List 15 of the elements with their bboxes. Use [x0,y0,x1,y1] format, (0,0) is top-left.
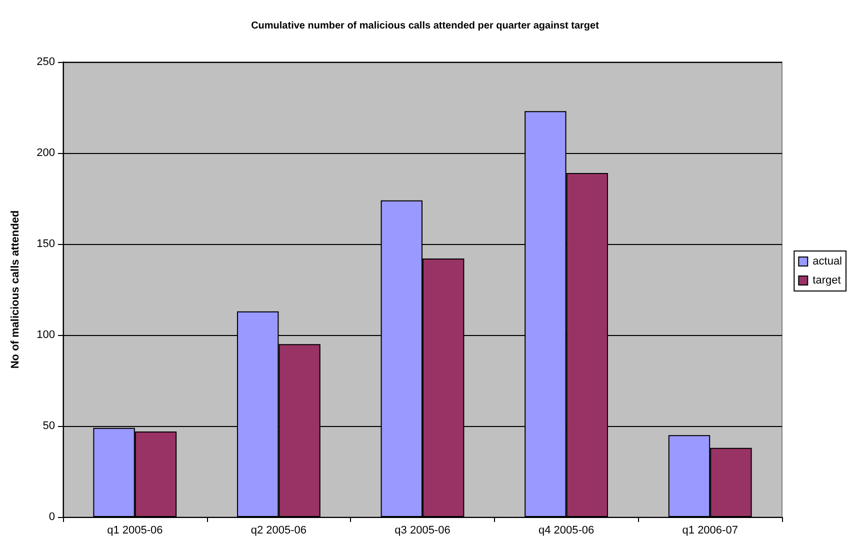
x-tick-label: q3 2005-06 [394,524,450,536]
y-tick-label: 100 [36,329,55,341]
legend-label: actual [812,256,842,268]
legend-label: target [812,274,841,286]
y-axis-title: No of malicious calls attended [10,210,22,369]
x-tick-label: q4 2005-06 [538,524,594,536]
x-tick-label: q1 2006-07 [682,524,738,536]
x-tick-label: q1 2005-06 [107,524,163,536]
y-tick-label: 50 [42,420,55,432]
y-tick-label: 250 [36,56,55,68]
y-tick-label: 0 [48,511,55,523]
y-tick-label: 150 [36,238,55,250]
chart-title: Cumulative number of malicious calls attended per quarter against target [251,20,600,32]
y-tick-label: 200 [36,147,55,159]
x-tick-label: q2 2005-06 [250,524,307,536]
